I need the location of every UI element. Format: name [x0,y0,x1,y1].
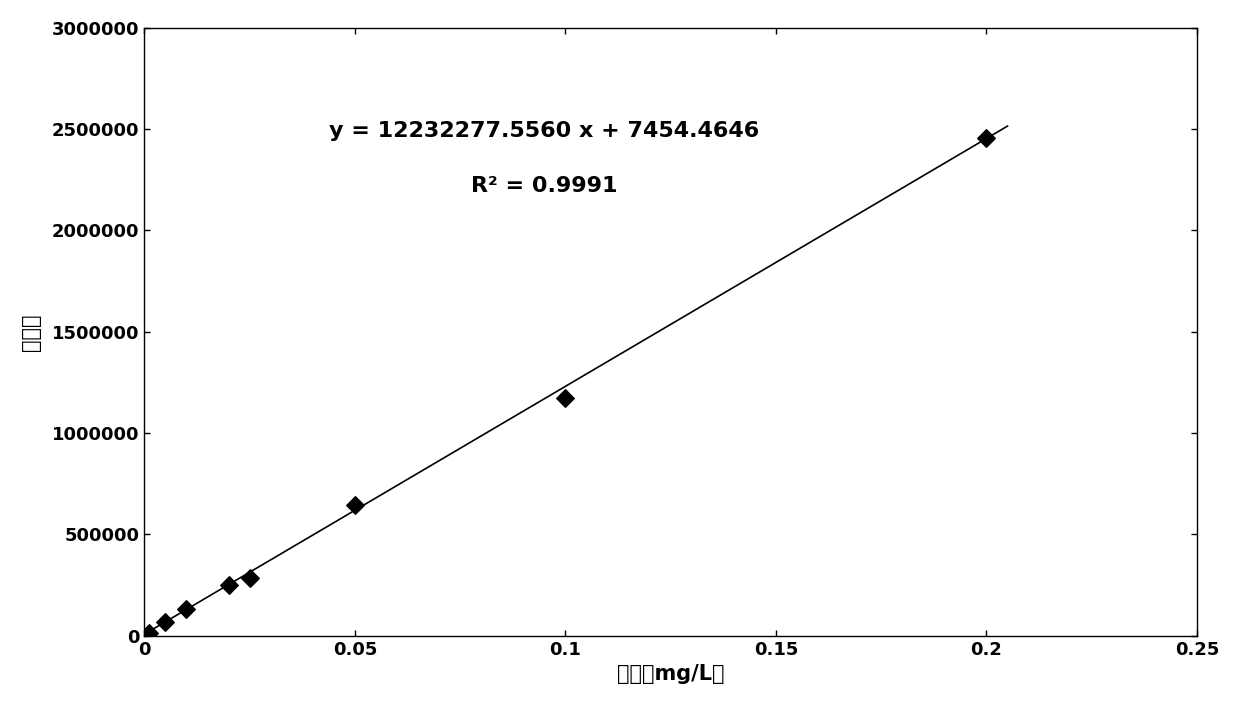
Point [218,579,238,590]
Text: y = 12232277.5560 x + 7454.4646: y = 12232277.5560 x + 7454.4646 [329,121,759,141]
Point [139,627,159,639]
Point [239,572,259,584]
Text: R² = 0.9991: R² = 0.9991 [471,176,618,196]
Point [155,616,175,627]
Point [556,392,575,403]
Point [345,500,365,511]
Point [977,133,997,144]
Point [176,603,196,615]
Y-axis label: 峰面积: 峰面积 [21,313,41,350]
X-axis label: 浓度（mg/L）: 浓度（mg/L） [616,664,724,684]
